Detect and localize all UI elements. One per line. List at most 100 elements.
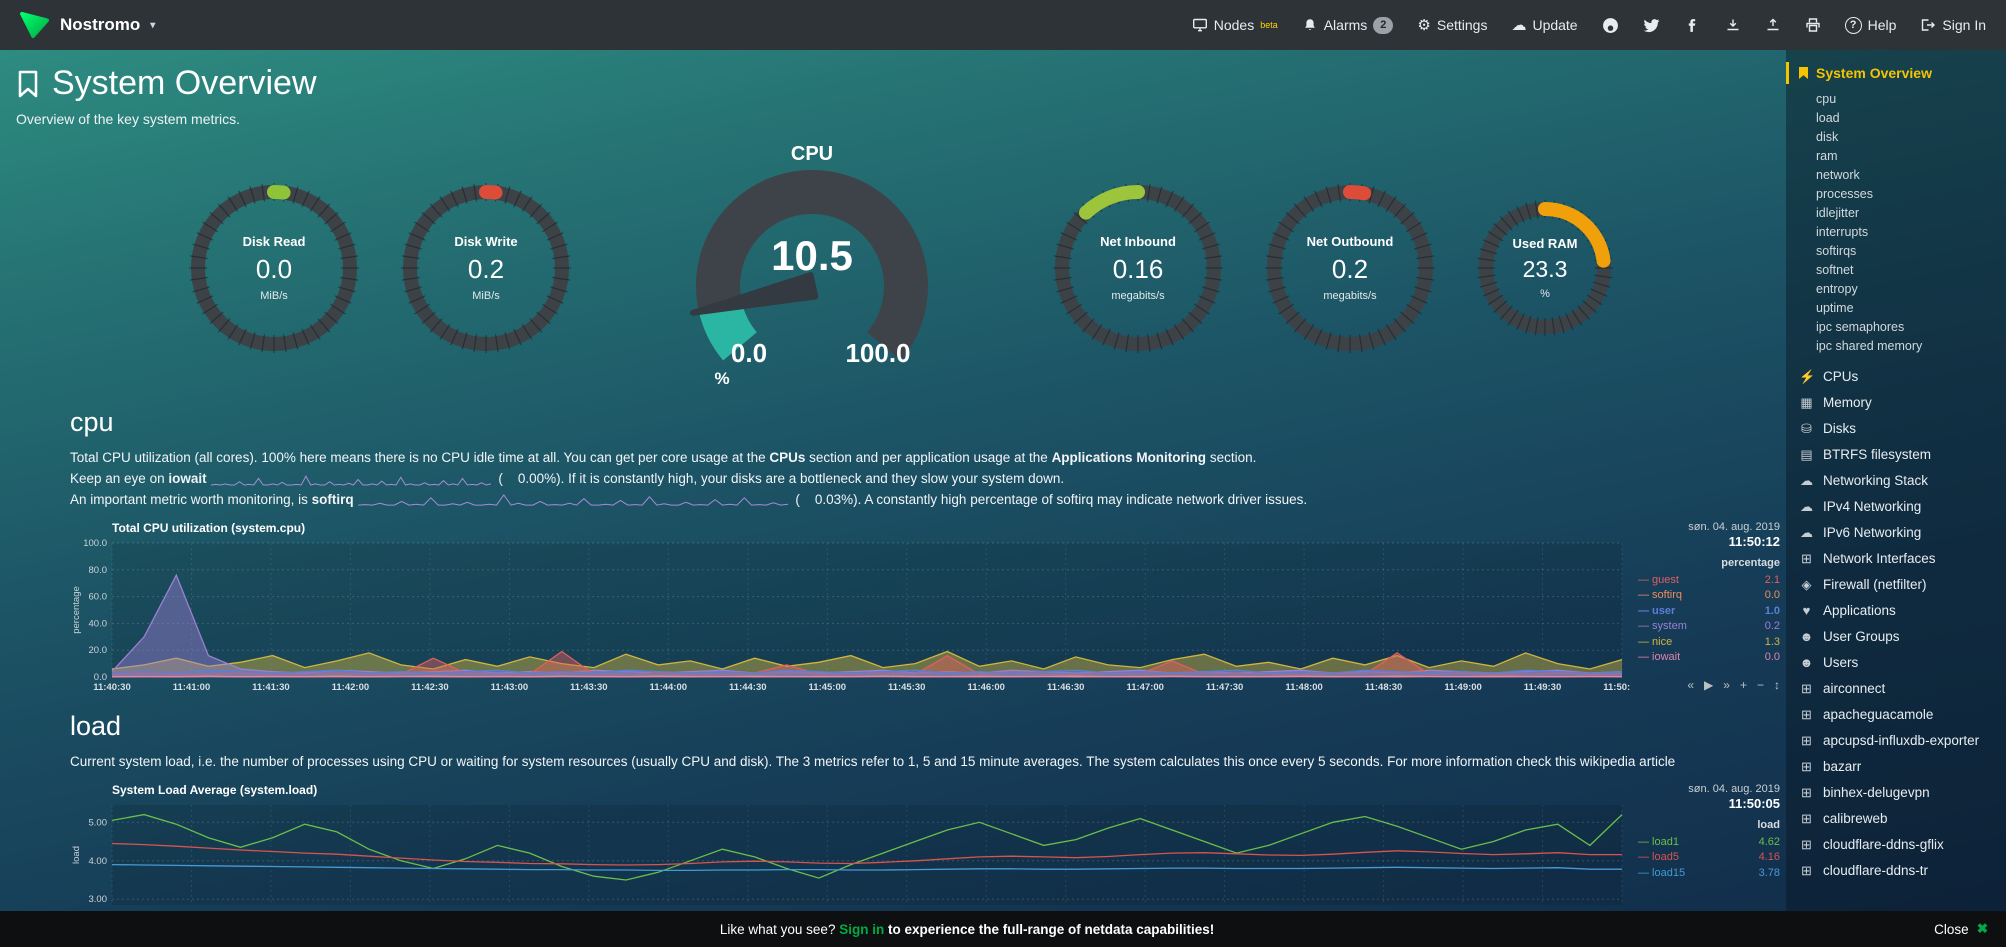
svg-text:11:46:30: 11:46:30	[1047, 682, 1085, 693]
sidebar-subitem-softnet[interactable]: softnet	[1816, 263, 1854, 277]
sidebar-item-cloudflare-ddns-gflix[interactable]: ⊞ cloudflare-ddns-gflix	[1786, 832, 2002, 858]
legend-item-load1[interactable]: — load1 4.62	[1638, 835, 1780, 848]
gauge-ring	[401, 183, 571, 353]
signin-button[interactable]: Sign In	[1920, 17, 1986, 33]
main-content: System Overview Overview of the key syst…	[0, 50, 1786, 947]
play-button[interactable]: ▶	[1704, 677, 1714, 692]
sidebar-item-system-overview[interactable]: System Overview	[1786, 62, 2002, 84]
gauge-value: 0.2	[1331, 254, 1369, 284]
sidebar-subitem-entropy[interactable]: entropy	[1816, 282, 1858, 296]
download-button[interactable]	[1725, 17, 1741, 33]
sidebar-item-cloudflare-ddns-tr[interactable]: ⊞ cloudflare-ddns-tr	[1786, 858, 2002, 884]
banner-close-button[interactable]: Close ✖	[1934, 921, 1988, 937]
cpu-gauge[interactable]: CPU 10.5 0.0 100.0%	[650, 143, 974, 393]
gauge-net-inbound[interactable]: Net Inbound 0.16 megabits/s	[1046, 176, 1230, 360]
sidebar-subitem-interrupts[interactable]: interrupts	[1816, 225, 1869, 239]
node-selector[interactable]: Nostromo ▾	[20, 11, 155, 39]
zoom-in-button[interactable]: +	[1739, 677, 1747, 692]
settings-button[interactable]: ⚙ Settings	[1417, 16, 1488, 34]
sidebar-item-apacheguacamole[interactable]: ⊞ apacheguacamole	[1786, 702, 2002, 728]
bolt-icon: ⚡	[1799, 368, 1816, 384]
sidebar-subitem-processes[interactable]: processes	[1816, 187, 1873, 201]
gauge-ring	[1477, 200, 1613, 336]
sidebar-item-disks[interactable]: ⛁ Disks	[1786, 416, 2002, 442]
sidebar-subitem-uptime[interactable]: uptime	[1816, 301, 1854, 315]
sidebar-item-memory[interactable]: ▦ Memory	[1800, 394, 1872, 410]
chart-time: 11:50:12	[1728, 533, 1780, 549]
sidebar-item-user-groups[interactable]: ☻ User Groups	[1799, 628, 1900, 644]
zoom-out-button[interactable]: −	[1756, 677, 1764, 692]
sidebar-subitem-ipc-shared-memory[interactable]: ipc shared memory	[1816, 339, 1923, 353]
svg-text:11:47:30: 11:47:30	[1206, 682, 1244, 693]
sidebar-subitem-softirqs[interactable]: softirqs	[1816, 244, 1857, 258]
legend-item-softirq[interactable]: — softirq 0.0	[1638, 589, 1780, 602]
sidebar-item-applications[interactable]: ♥ Applications	[1786, 598, 2002, 624]
gauge-net-outbound[interactable]: Net Outbound 0.2 megabits/s	[1258, 176, 1442, 360]
gauge-unit: MiB/s	[260, 290, 288, 302]
update-button[interactable]: ☁ Update	[1511, 16, 1578, 34]
svg-text:percentage: percentage	[71, 586, 82, 634]
sidebar-subitem-ipc-semaphores[interactable]: ipc semaphores	[1816, 320, 1905, 334]
sidebar-subitem-cpu[interactable]: cpu	[1816, 92, 1837, 106]
svg-text:3.00: 3.00	[89, 894, 108, 905]
load-chart[interactable]: 3.00 4.00 5.00 load	[70, 799, 1630, 911]
sidebar-item-calibreweb[interactable]: ⊞ calibreweb	[1786, 806, 2002, 832]
gauge-value: 0.2	[467, 254, 505, 284]
sidebar-item-users[interactable]: ☻ Users	[1799, 654, 1859, 670]
gauge-disk-write[interactable]: Disk Write 0.2 MiB/s	[394, 176, 578, 360]
sidebar-subitem-idlejitter[interactable]: idlejitter	[1816, 206, 1860, 220]
sidebar-item-binhex-delugevpn[interactable]: ⊞ binhex-delugevpn	[1786, 780, 2002, 806]
twitter-button[interactable]	[1643, 17, 1660, 34]
sidebar-item-cpus[interactable]: ⚡ CPUs	[1799, 368, 1859, 384]
legend-unit-label: load	[1757, 818, 1780, 831]
interfaces-icon: ⊞	[1801, 550, 1812, 566]
topbar: Nostromo ▾ Nodes beta Alarms 2 ⚙ Settings…	[0, 0, 2006, 50]
sidebar-item-btrfs-filesystem[interactable]: ▤ BTRFS filesystem	[1800, 446, 1932, 462]
gauge-disk-read[interactable]: Disk Read 0.0 MiB/s	[182, 176, 366, 360]
legend-item-guest[interactable]: — guest 2.1	[1638, 573, 1780, 586]
facebook-button[interactable]	[1684, 17, 1701, 34]
github-button[interactable]	[1602, 17, 1619, 34]
rewind-button[interactable]: «	[1687, 677, 1695, 692]
cpu-chart[interactable]: 0.0 20.0 40.0 60.0 80.0 100.0 11:40:30 11:41:00…	[70, 537, 1630, 697]
sidebar-item-networking-stack[interactable]: ☁ Networking Stack	[1800, 472, 1929, 488]
fast-forward-button[interactable]: »	[1723, 677, 1730, 692]
legend-item-iowait[interactable]: — iowait 0.0	[1638, 651, 1780, 664]
upload-button[interactable]	[1765, 17, 1781, 33]
alarms-button[interactable]: Alarms 2	[1302, 16, 1394, 34]
gauge-used-ram[interactable]: Used RAM 23.3%	[1470, 193, 1620, 343]
help-button[interactable]: ? Help	[1844, 16, 1896, 34]
sidebar-item-bazarr[interactable]: ⊞ bazarr	[1786, 754, 2002, 780]
legend-item-load5[interactable]: — load5 4.16	[1638, 851, 1780, 864]
sidebar-subitem-network[interactable]: network	[1816, 168, 1860, 182]
sidebar-subitem-load[interactable]: load	[1816, 111, 1840, 125]
svg-text:11:48:30: 11:48:30	[1365, 682, 1403, 693]
nodes-button[interactable]: Nodes beta	[1192, 17, 1278, 33]
sidebar-item-firewall-netfilter[interactable]: ◈ Firewall (netfilter)	[1786, 572, 2002, 598]
legend-item-system[interactable]: — system 0.2	[1638, 620, 1780, 633]
legend-item-load15[interactable]: — load15 3.78	[1638, 866, 1780, 879]
signin-icon	[1922, 19, 1936, 31]
sidebar-item-apcupsd-influxdb-exporter[interactable]: ⊞ apcupsd-influxdb-exporter	[1786, 728, 2002, 754]
svg-text:80.0: 80.0	[89, 565, 108, 576]
svg-text:11:48:00: 11:48:00	[1285, 682, 1323, 693]
print-button[interactable]	[1805, 17, 1821, 33]
sidebar-item-ipv4-networking[interactable]: ☁ IPv4 Networking	[1800, 498, 1922, 514]
svg-text:11:45:00: 11:45:00	[809, 682, 847, 693]
gauge-unit: megabits/s	[1111, 290, 1165, 302]
cpu-section-heading[interactable]: cpu	[70, 407, 114, 437]
signin-link[interactable]: Sign in	[839, 921, 885, 937]
legend-item-nice[interactable]: — nice 1.3	[1638, 635, 1780, 648]
svg-text:11:43:00: 11:43:00	[491, 682, 529, 693]
sidebar-item-ipv6-networking[interactable]: ☁ IPv6 Networking	[1800, 524, 1922, 540]
resize-button[interactable]: ↕	[1774, 677, 1780, 692]
sidebar-item-network-interfaces[interactable]: ⊞ Network Interfaces	[1786, 546, 2002, 572]
legend-item-user[interactable]: — user 1.0	[1638, 604, 1780, 617]
sidebar-item-airconnect[interactable]: ⊞ airconnect	[1786, 676, 2002, 702]
load-section-heading[interactable]: load	[70, 710, 122, 741]
disk-icon: ⛁	[1801, 420, 1812, 436]
sidebar-subitem-ram[interactable]: ram	[1816, 149, 1838, 163]
svg-text:11:42:00: 11:42:00	[332, 682, 370, 693]
sidebar-subitem-disk[interactable]: disk	[1816, 130, 1839, 144]
grid-icon: ⊞	[1801, 758, 1812, 774]
